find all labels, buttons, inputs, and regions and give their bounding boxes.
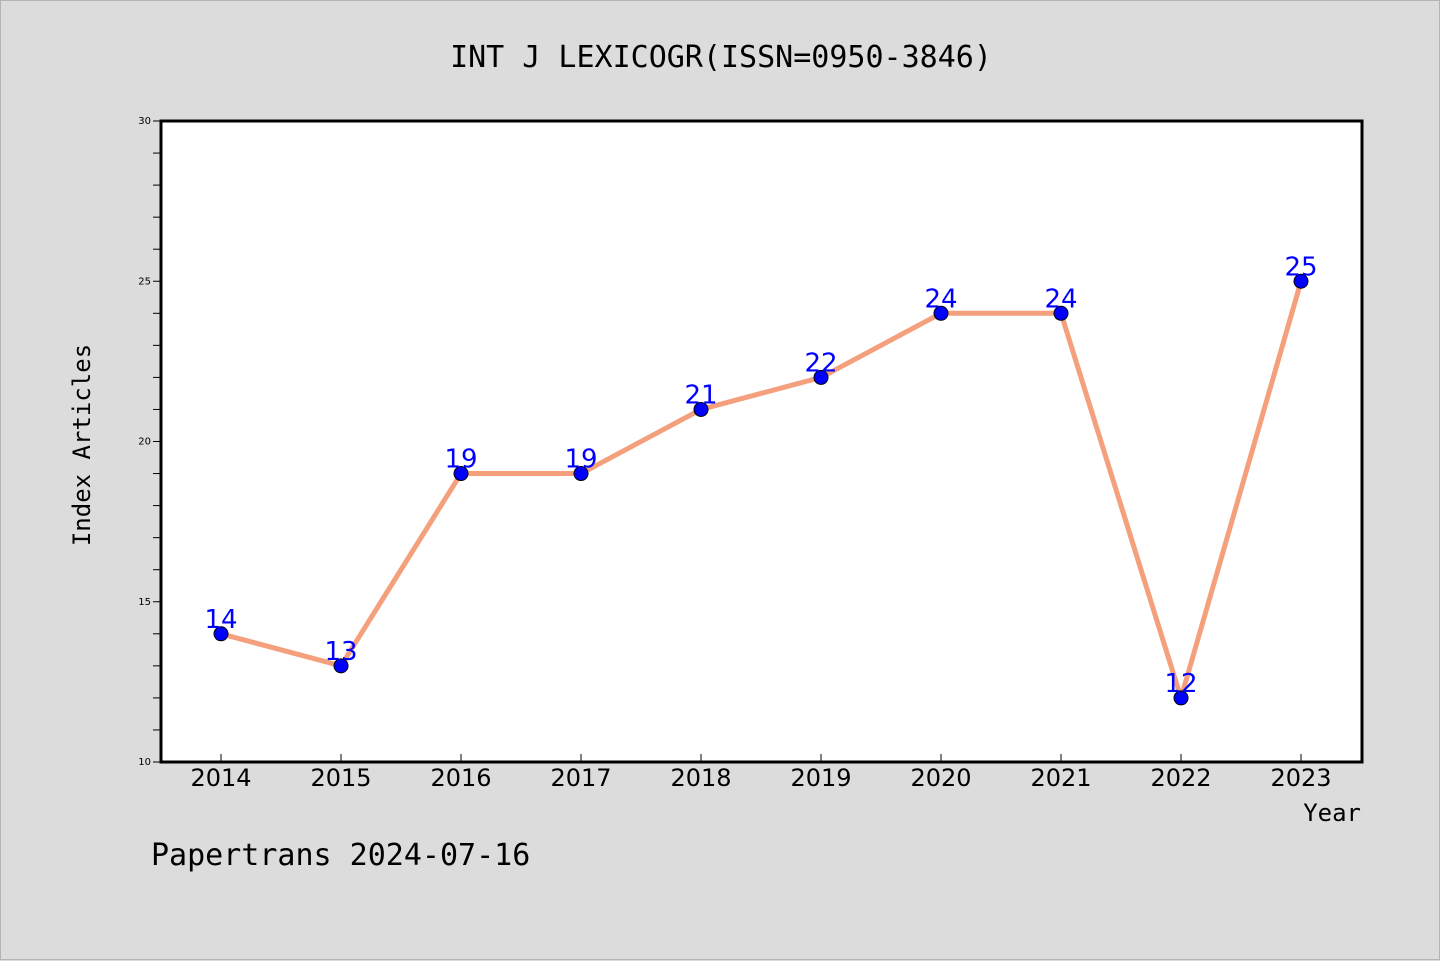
data-label: 19 (564, 445, 597, 475)
data-label: 24 (1044, 284, 1077, 314)
y-tick-label: 15 (138, 597, 151, 608)
x-tick-label: 2023 (1270, 764, 1331, 792)
data-label: 24 (924, 284, 957, 314)
data-label: 25 (1284, 252, 1317, 282)
data-label: 22 (804, 348, 837, 378)
x-tick-label: 2019 (790, 764, 851, 792)
x-tick-label: 2017 (550, 764, 611, 792)
data-point (1173, 690, 1189, 706)
data-label: 14 (204, 605, 237, 635)
y-tick-label: 25 (138, 276, 151, 287)
y-tick-label: 10 (138, 757, 151, 768)
x-axis-label: Year (1303, 799, 1361, 827)
chart-title: INT J LEXICOGR(ISSN=0950-3846) (450, 40, 992, 75)
x-axis-ticks: 2014 2015 2016 2017 2018 2019 2020 2021 2022 2023 (190, 754, 1332, 792)
data-points (213, 273, 1309, 706)
footer-credit: Papertrans 2024-07-16 (151, 838, 530, 873)
x-tick-label: 2016 (430, 764, 491, 792)
series-polyline (218, 278, 1304, 701)
data-label: 12 (1164, 669, 1197, 699)
data-point (1293, 273, 1309, 289)
data-label: 13 (324, 637, 357, 667)
data-point (333, 658, 349, 674)
data-point (813, 369, 829, 385)
data-point (573, 466, 589, 482)
plot-area (159, 119, 1364, 764)
y-axis-ticks: 10 15 20 25 30 (138, 116, 161, 768)
series-line (218, 278, 1304, 701)
data-label: 19 (444, 445, 477, 475)
x-tick-label: 2018 (670, 764, 731, 792)
data-point (213, 626, 229, 642)
x-tick-label: 2022 (1150, 764, 1211, 792)
x-tick-label: 2015 (310, 764, 371, 792)
x-tick-label: 2021 (1030, 764, 1091, 792)
y-tick-label: 20 (138, 437, 151, 448)
data-point (933, 305, 949, 321)
data-labels: 14 13 19 19 21 22 24 24 12 25 (204, 252, 1317, 699)
data-point (453, 466, 469, 482)
x-tick-label: 2020 (910, 764, 971, 792)
data-point (693, 401, 709, 417)
y-tick-label: 30 (138, 116, 151, 127)
y-axis-label: Index Articles (68, 344, 96, 546)
x-tick-label: 2014 (190, 764, 251, 792)
data-label: 21 (684, 380, 717, 410)
data-point (1053, 305, 1069, 321)
